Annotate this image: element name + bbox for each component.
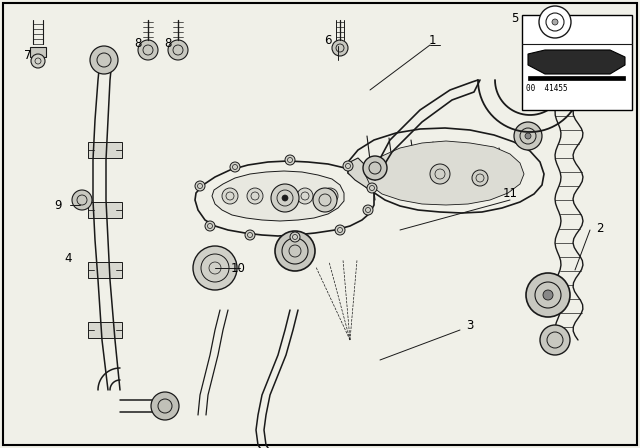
Circle shape <box>363 205 373 215</box>
Circle shape <box>363 156 387 180</box>
FancyBboxPatch shape <box>522 15 632 110</box>
Circle shape <box>138 40 158 60</box>
Polygon shape <box>30 47 46 57</box>
Circle shape <box>543 290 553 300</box>
Circle shape <box>151 392 179 420</box>
Text: 00  41455: 00 41455 <box>526 83 568 92</box>
Circle shape <box>282 195 288 201</box>
Circle shape <box>285 155 295 165</box>
Circle shape <box>247 188 263 204</box>
Circle shape <box>367 183 377 193</box>
Circle shape <box>430 164 450 184</box>
Polygon shape <box>88 322 122 338</box>
Circle shape <box>525 133 531 139</box>
Text: 2: 2 <box>596 221 604 234</box>
Circle shape <box>90 46 118 74</box>
Polygon shape <box>88 142 122 158</box>
Circle shape <box>290 232 300 242</box>
Circle shape <box>539 6 571 38</box>
Circle shape <box>245 230 255 240</box>
Circle shape <box>275 231 315 271</box>
Polygon shape <box>212 171 344 221</box>
Circle shape <box>343 161 353 171</box>
Circle shape <box>193 246 237 290</box>
Polygon shape <box>348 128 544 213</box>
Text: 1: 1 <box>428 34 436 47</box>
Circle shape <box>222 188 238 204</box>
Polygon shape <box>88 262 122 278</box>
Circle shape <box>230 162 240 172</box>
Text: 9: 9 <box>54 198 61 211</box>
Text: 4: 4 <box>64 251 72 264</box>
Circle shape <box>72 190 92 210</box>
Text: 6: 6 <box>324 34 332 47</box>
Polygon shape <box>365 141 524 205</box>
Text: 8: 8 <box>164 36 172 49</box>
Polygon shape <box>195 161 374 236</box>
Text: 10: 10 <box>230 262 245 275</box>
Circle shape <box>540 325 570 355</box>
Circle shape <box>526 273 570 317</box>
Circle shape <box>472 170 488 186</box>
Circle shape <box>205 221 215 231</box>
Polygon shape <box>528 76 625 80</box>
Circle shape <box>335 225 345 235</box>
Polygon shape <box>88 202 122 218</box>
Circle shape <box>552 19 558 25</box>
Circle shape <box>272 188 288 204</box>
Text: 8: 8 <box>134 36 141 49</box>
Text: 11: 11 <box>502 186 518 199</box>
Circle shape <box>271 184 299 212</box>
Circle shape <box>195 181 205 191</box>
Circle shape <box>297 188 313 204</box>
Polygon shape <box>528 50 625 74</box>
FancyBboxPatch shape <box>3 3 637 445</box>
Circle shape <box>168 40 188 60</box>
Text: 3: 3 <box>467 319 474 332</box>
Circle shape <box>332 40 348 56</box>
Polygon shape <box>348 158 374 193</box>
Circle shape <box>313 188 337 212</box>
Text: 5: 5 <box>511 12 519 25</box>
Text: 7: 7 <box>24 48 32 61</box>
Circle shape <box>514 122 542 150</box>
Circle shape <box>322 188 338 204</box>
Circle shape <box>31 54 45 68</box>
